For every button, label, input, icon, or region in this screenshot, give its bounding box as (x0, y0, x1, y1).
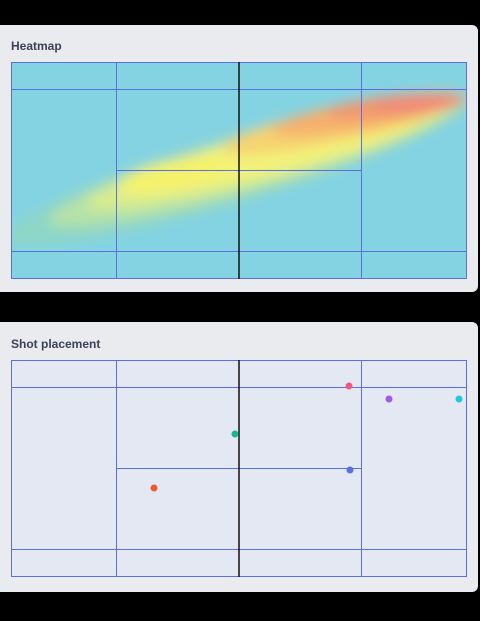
shot-marker[interactable] (455, 395, 463, 403)
shot-markers (150, 382, 463, 492)
heatmap-court-svg (11, 62, 467, 279)
shot-placement-court (11, 360, 467, 577)
shot-marker[interactable] (150, 484, 158, 492)
heatmap-court (11, 62, 467, 279)
heatmap-title: Heatmap (11, 39, 62, 53)
shot-marker[interactable] (231, 430, 239, 438)
shot-marker[interactable] (346, 466, 354, 474)
shot-court-svg (11, 360, 467, 577)
heatmap-card: Heatmap (0, 25, 478, 292)
shot-marker[interactable] (385, 395, 393, 403)
shot-marker[interactable] (345, 382, 353, 390)
shot-placement-card: Shot placement (0, 322, 478, 592)
shot-placement-title: Shot placement (11, 337, 101, 351)
heatmap-density (11, 88, 467, 246)
